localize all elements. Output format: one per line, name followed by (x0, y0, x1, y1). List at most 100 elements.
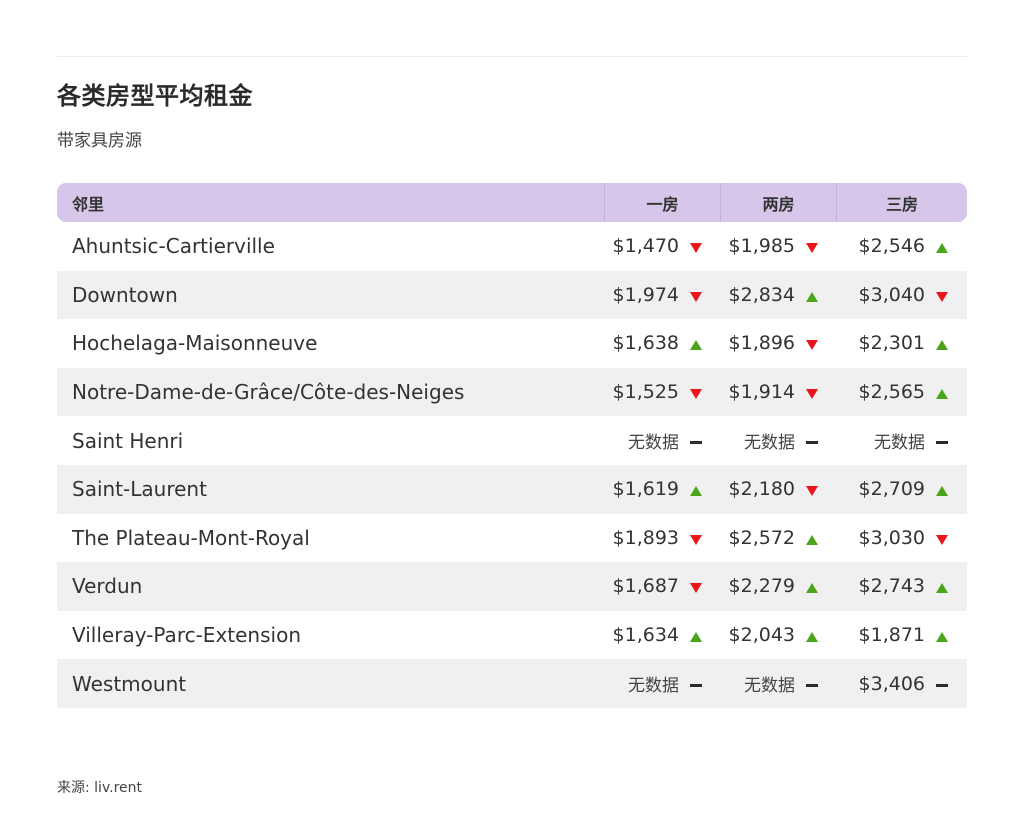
trend-up-icon (935, 623, 949, 647)
rent-value: $1,893 (612, 526, 679, 549)
rent-cell: $2,043 (721, 623, 837, 647)
rent-value: $3,030 (858, 526, 925, 549)
rent-value: $1,619 (612, 478, 679, 501)
table-row: Verdun $1,687 $2,279 $2,743 (57, 562, 967, 611)
trend-down-icon (805, 234, 819, 258)
trend-flat-icon (805, 672, 819, 696)
trend-up-icon (805, 283, 819, 307)
rent-cell: $3,030 (837, 526, 967, 550)
table-header: 邻里 一房 两房 三房 (57, 183, 967, 222)
rent-cell: $1,634 (605, 623, 721, 647)
table-row: Ahuntsic-Cartierville $1,470 $1,985 $2,546 (57, 222, 967, 271)
rent-value: $2,043 (728, 624, 795, 647)
source-note: 来源: liv.rent (57, 780, 143, 796)
rent-value: $2,743 (858, 575, 925, 598)
neighbourhood-name: Verdun (72, 574, 143, 599)
rent-cell: $1,619 (605, 477, 721, 501)
rent-cell: $2,743 (837, 574, 967, 598)
rent-cell: 无数据 (721, 671, 837, 696)
header-one-bed: 一房 (605, 183, 721, 222)
rent-value: $2,180 (728, 478, 795, 501)
rent-value: $1,974 (612, 283, 679, 306)
rent-cell: 无数据 (605, 671, 721, 696)
trend-up-icon (805, 623, 819, 647)
rent-cell: $2,834 (721, 283, 837, 307)
trend-down-icon (689, 283, 703, 307)
trend-flat-icon (935, 672, 949, 696)
rent-cell: $2,180 (721, 477, 837, 501)
trend-up-icon (935, 380, 949, 404)
trend-up-icon (689, 623, 703, 647)
trend-down-icon (689, 574, 703, 598)
rent-cell: $1,914 (721, 380, 837, 404)
trend-down-icon (805, 331, 819, 355)
trend-up-icon (935, 477, 949, 501)
trend-down-icon (805, 477, 819, 501)
table-body: Ahuntsic-Cartierville $1,470 $1,985 $2,546 D… (57, 222, 967, 708)
rent-cell: $1,687 (605, 574, 721, 598)
trend-up-icon (935, 331, 949, 355)
neighbourhood-name: Downtown (72, 282, 178, 307)
rent-value: 无数据 (744, 433, 795, 454)
neighbourhood-name: The Plateau-Mont-Royal (72, 525, 310, 550)
table-row: The Plateau-Mont-Royal $1,893 $2,572 $3,030 (57, 514, 967, 563)
neighbourhood-name: Ahuntsic-Cartierville (72, 234, 275, 259)
trend-flat-icon (935, 429, 949, 453)
rent-value: $1,634 (612, 624, 679, 647)
neighbourhood-name: Saint-Laurent (72, 477, 207, 502)
rent-value: $3,040 (858, 283, 925, 306)
trend-down-icon (935, 283, 949, 307)
rent-cell: $2,572 (721, 526, 837, 550)
rent-cell: $1,896 (721, 331, 837, 355)
rent-cell: $2,565 (837, 380, 967, 404)
header-three-bed: 三房 (885, 194, 918, 214)
trend-up-icon (935, 574, 949, 598)
trend-flat-icon (689, 429, 703, 453)
rent-cell: 无数据 (605, 428, 721, 453)
rent-value: 无数据 (874, 433, 925, 454)
rent-value: $1,470 (612, 235, 679, 258)
rent-value: $2,565 (858, 381, 925, 404)
trend-down-icon (805, 380, 819, 404)
table-row: Westmount 无数据 无数据 $3,406 (57, 659, 967, 708)
rent-value: $1,525 (612, 381, 679, 404)
rent-cell: $2,709 (837, 477, 967, 501)
rent-cell: $1,974 (605, 283, 721, 307)
rent-cell: $1,871 (837, 623, 967, 647)
header-neighbourhood: 邻里 (57, 183, 605, 222)
rent-table: 邻里 一房 两房 三房 Ahuntsic-Cartierville $1,470 $… (57, 183, 967, 708)
rent-cell: 无数据 (721, 428, 837, 453)
table-row: Villeray-Parc-Extension $1,634 $2,043 $1,87… (57, 611, 967, 660)
trend-down-icon (689, 380, 703, 404)
trend-up-icon (805, 526, 819, 550)
rent-cell: $3,406 (837, 672, 967, 696)
neighbourhood-name: Saint Henri (72, 428, 184, 453)
rent-cell: $2,301 (837, 331, 967, 355)
trend-up-icon (689, 331, 703, 355)
rent-value: 无数据 (628, 676, 679, 697)
rent-cell: $3,040 (837, 283, 967, 307)
trend-down-icon (689, 526, 703, 550)
rent-value: 无数据 (744, 676, 795, 697)
rent-cell: $2,279 (721, 574, 837, 598)
rent-value: $1,638 (612, 332, 679, 355)
header-two-bed: 两房 (721, 183, 837, 222)
rent-value: $1,896 (728, 332, 795, 355)
trend-up-icon (689, 477, 703, 501)
rent-cell: $2,546 (837, 234, 967, 258)
rent-value: $1,914 (728, 381, 795, 404)
neighbourhood-name: Villeray-Parc-Extension (72, 623, 301, 648)
neighbourhood-name: Westmount (72, 671, 187, 696)
rent-value: $3,406 (858, 672, 925, 695)
trend-down-icon (689, 234, 703, 258)
neighbourhood-name: Notre-Dame-de-Grâce/Côte-des-Neiges (72, 380, 465, 405)
rent-cell: 无数据 (837, 428, 967, 453)
chart-subtitle: 带家具房源 (57, 131, 142, 151)
table-row: Notre-Dame-de-Grâce/Côte-des-Neiges $1,52… (57, 367, 967, 417)
chart-title: 各类房型平均租金 (57, 82, 253, 110)
neighbourhood-name: Hochelaga-Maisonneuve (72, 331, 318, 356)
table-row: Saint-Laurent $1,619 $2,180 $2,709 (57, 464, 967, 514)
rent-value: $1,687 (612, 575, 679, 598)
trend-up-icon (805, 574, 819, 598)
rent-value: 无数据 (628, 433, 679, 454)
